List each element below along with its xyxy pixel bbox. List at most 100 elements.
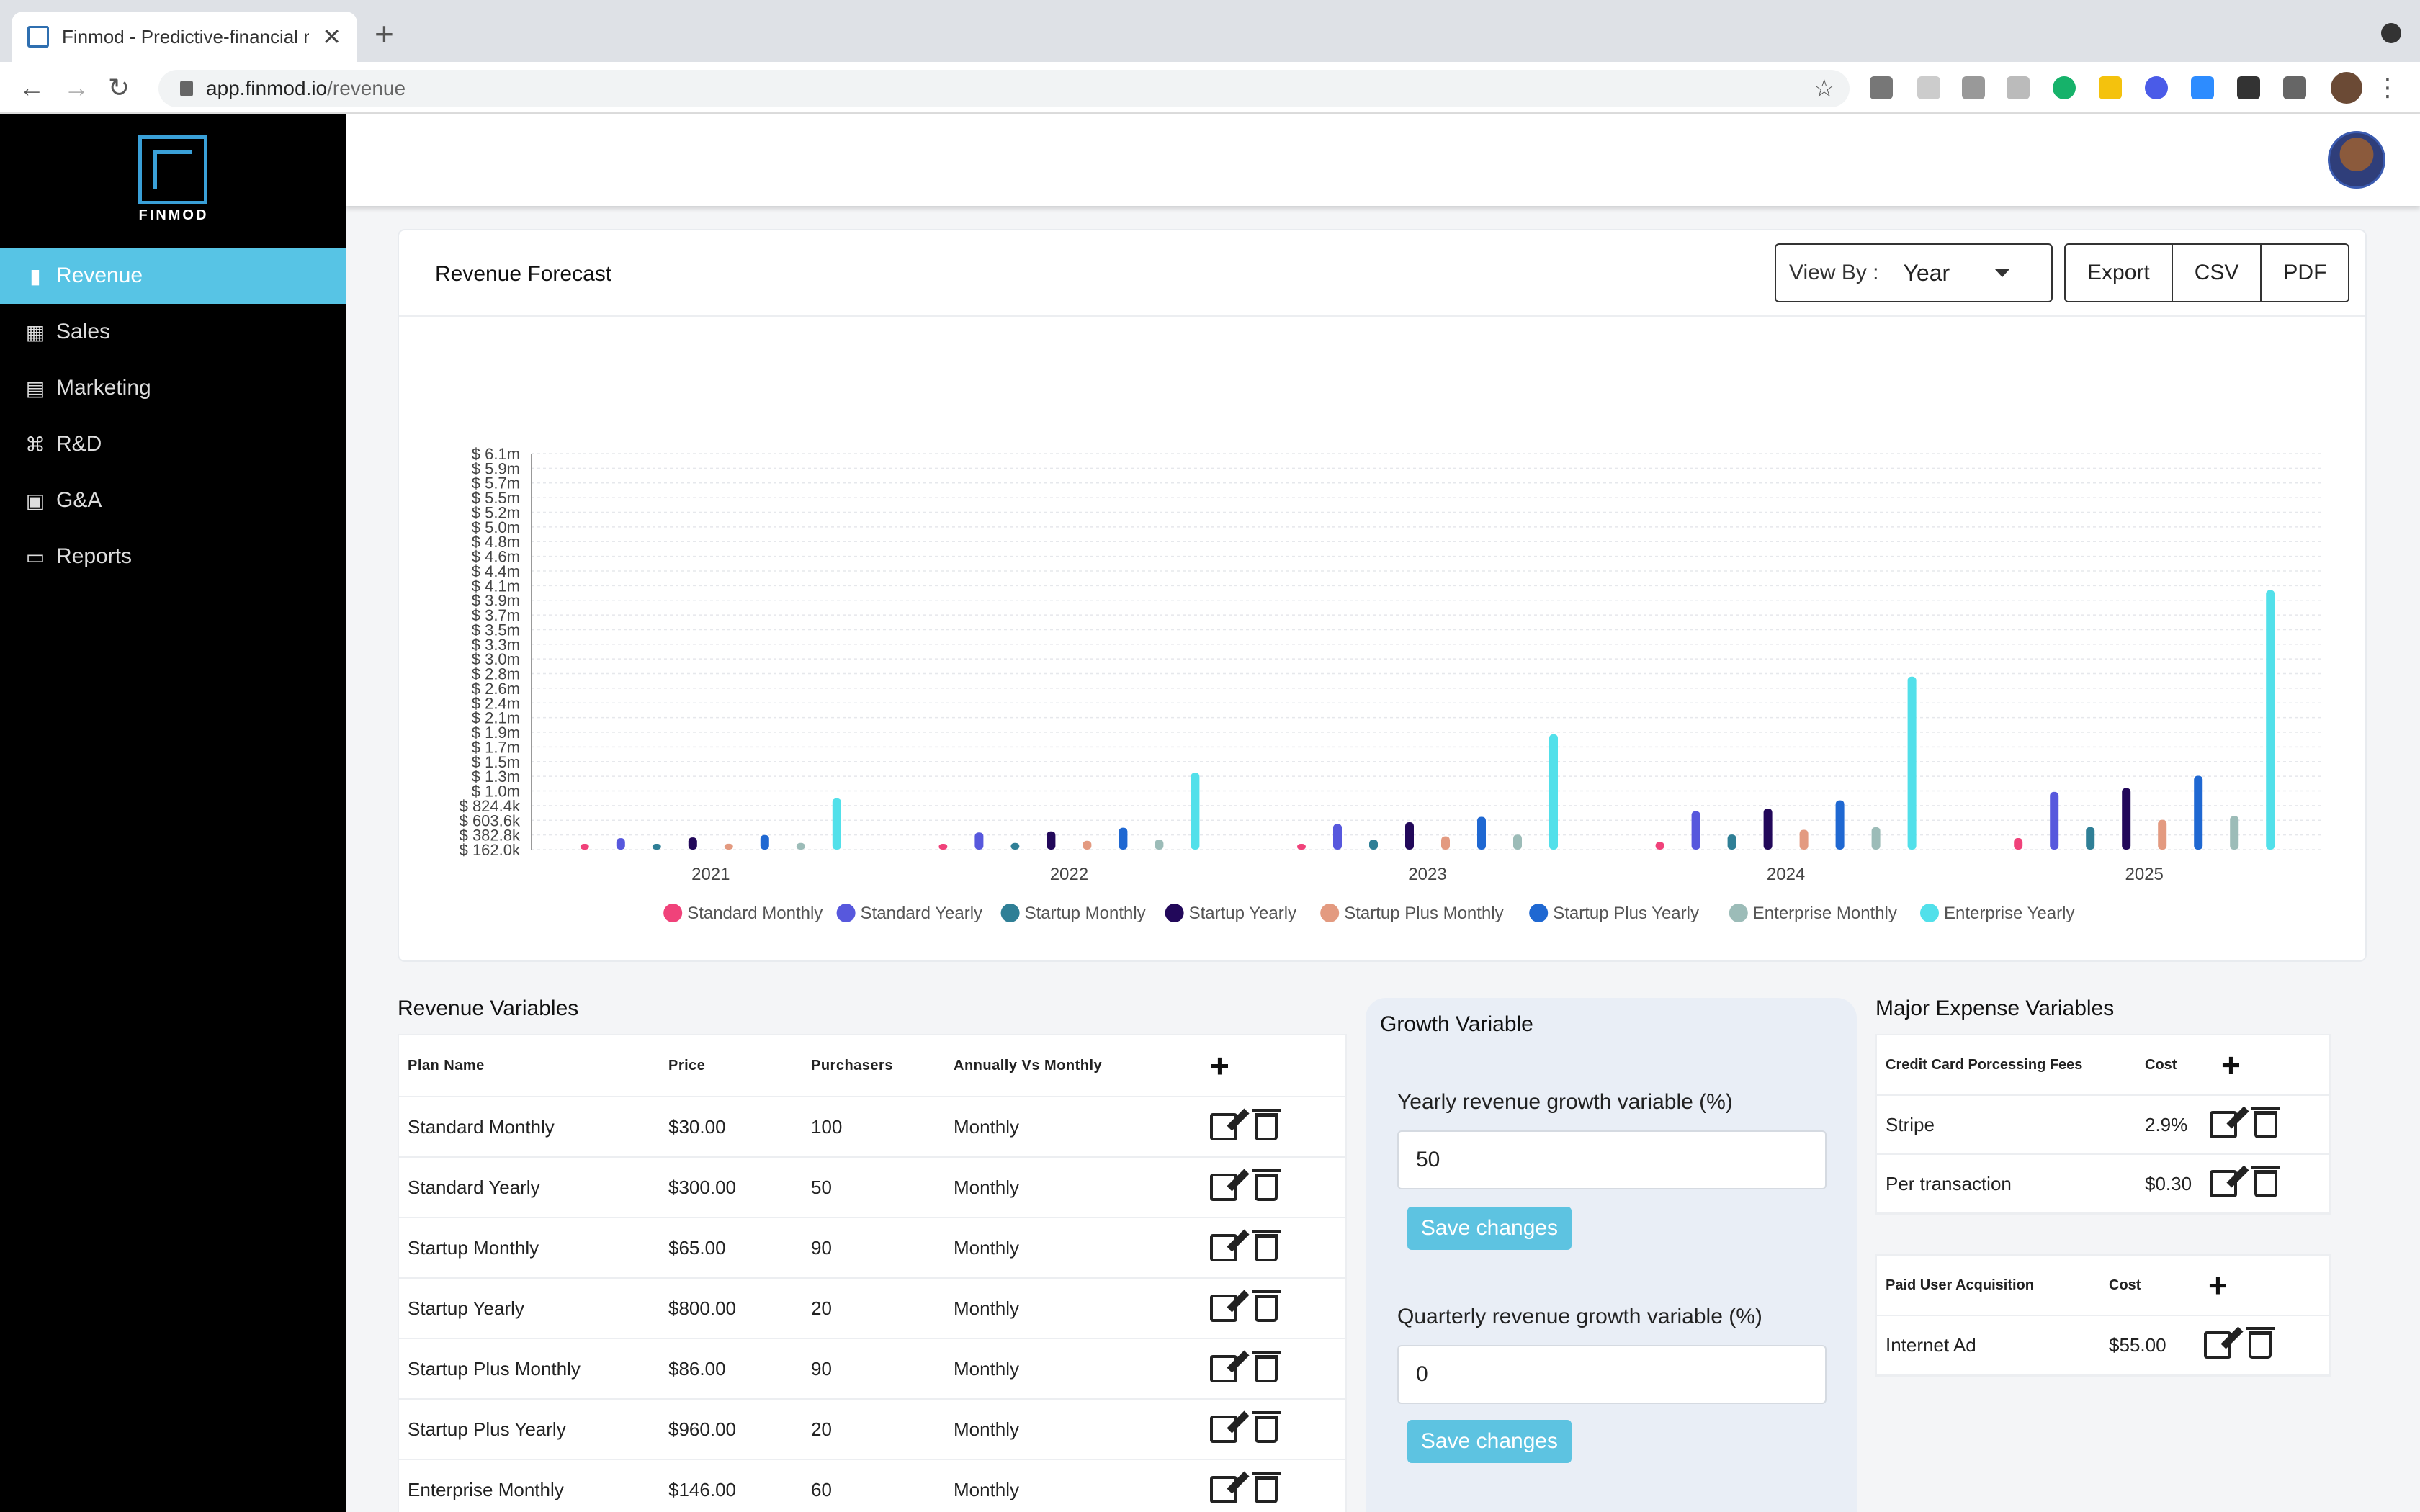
extension-icon[interactable] — [1962, 76, 1985, 99]
sidebar-item-sales[interactable]: ▦ Sales — [0, 304, 346, 360]
extensions-puzzle-icon[interactable] — [2283, 76, 2306, 99]
edit-icon[interactable] — [1210, 1295, 1237, 1322]
forward-icon[interactable]: → — [63, 73, 89, 102]
y-tick-label: $ 382.8k — [460, 827, 521, 845]
top-header — [346, 114, 2420, 206]
col-plan-name: Plan Name — [408, 1057, 485, 1074]
card-title: Revenue Forecast — [435, 262, 612, 286]
extension-icon[interactable] — [1870, 76, 1893, 99]
sidebar-item-label: Sales — [56, 320, 111, 343]
chart-bar — [652, 844, 661, 850]
sales-chart-icon: ▦ — [25, 320, 45, 343]
extension-icon[interactable] — [2007, 76, 2030, 99]
add-plan-icon[interactable]: + — [1210, 1047, 1230, 1084]
y-tick-label: $ 4.1m — [472, 577, 520, 595]
edit-icon[interactable] — [1210, 1113, 1237, 1140]
finmod-logo-icon[interactable] — [138, 135, 207, 204]
fee-name: Stripe — [1886, 1113, 1935, 1135]
trash-icon[interactable] — [1252, 1230, 1281, 1261]
quarterly-growth-label: Quarterly revenue growth variable (%) — [1397, 1305, 1762, 1328]
edit-icon[interactable] — [2210, 1111, 2237, 1138]
chart-bar — [760, 834, 769, 850]
y-tick-label: $ 1.5m — [472, 753, 520, 771]
sidebar-item-reports[interactable]: ▭ Reports — [0, 528, 346, 585]
chart-bar — [688, 837, 697, 850]
trash-icon[interactable] — [1252, 1290, 1281, 1322]
user-avatar[interactable] — [2328, 131, 2385, 189]
chart-bar — [2050, 791, 2059, 850]
extension-icon[interactable] — [2145, 76, 2168, 99]
zoom-icon[interactable] — [2191, 76, 2214, 99]
chart-bar — [1549, 734, 1558, 850]
save-quarterly-button[interactable]: Save changes — [1407, 1420, 1572, 1463]
plan-name: Startup Plus Yearly — [408, 1418, 566, 1440]
tab-close-icon[interactable]: ✕ — [322, 24, 341, 50]
trash-icon[interactable] — [2251, 1166, 2280, 1197]
browser-menu-icon[interactable]: ⋮ — [2375, 74, 2400, 102]
plan-billing: Monthly — [954, 1236, 1020, 1259]
back-icon[interactable]: ← — [19, 73, 45, 102]
chart-bar — [938, 844, 948, 850]
trash-icon[interactable] — [1252, 1472, 1281, 1503]
extension-icon[interactable] — [1917, 76, 1940, 99]
quarterly-growth-input[interactable]: 0 — [1397, 1345, 1827, 1404]
reload-icon[interactable]: ↻ — [108, 73, 130, 102]
chart-bar — [832, 798, 841, 850]
table-body: Standard Monthly $30.00 100 Monthly Standard… — [399, 1097, 1345, 1512]
edit-icon[interactable] — [2204, 1331, 2231, 1359]
trash-icon[interactable] — [1252, 1109, 1281, 1140]
y-tick-label: $ 162.0k — [460, 841, 521, 859]
plan-purchasers: 90 — [811, 1357, 832, 1380]
revenue-variables-title: Revenue Variables — [398, 996, 579, 1020]
plan-price: $86.00 — [668, 1357, 726, 1380]
trash-icon[interactable] — [1252, 1351, 1281, 1382]
chart-bar — [1691, 811, 1700, 850]
trash-icon[interactable] — [2251, 1107, 2280, 1138]
drive-icon[interactable] — [2099, 76, 2122, 99]
extension-icon[interactable] — [2237, 76, 2260, 99]
edit-icon[interactable] — [1210, 1476, 1237, 1503]
y-tick-label: $ 1.0m — [472, 783, 520, 801]
edit-icon[interactable] — [1210, 1355, 1237, 1382]
sidebar-item-rd[interactable]: ⌘ R&D — [0, 416, 346, 472]
add-acquisition-icon[interactable]: + — [2208, 1266, 2228, 1304]
legend-marker — [1729, 904, 1748, 922]
export-button[interactable]: Export — [2066, 245, 2173, 301]
chart-bar — [2194, 775, 2203, 850]
view-by-select[interactable]: View By : Year — [1775, 243, 2053, 302]
csv-button[interactable]: CSV — [2172, 245, 2262, 301]
sidebar-item-marketing[interactable]: ▤ Marketing — [0, 360, 346, 416]
trash-icon[interactable] — [1252, 1411, 1281, 1443]
plan-name: Standard Monthly — [408, 1115, 555, 1138]
trash-icon[interactable] — [1252, 1169, 1281, 1201]
chart-bar — [2266, 590, 2275, 850]
bookmark-star-icon[interactable]: ☆ — [1813, 75, 1835, 102]
browser-profile-avatar[interactable] — [2331, 72, 2362, 104]
trash-icon[interactable] — [2246, 1327, 2275, 1359]
grammarly-icon[interactable] — [2053, 76, 2076, 99]
table-row: Startup Yearly $800.00 20 Monthly — [399, 1279, 1345, 1339]
legend-label: Startup Plus Monthly — [1344, 904, 1503, 923]
browser-tab[interactable]: Finmod - Predictive-financial m ✕ — [12, 12, 357, 62]
legend-marker — [1920, 904, 1939, 922]
sidebar-item-ga[interactable]: ▣ G&A — [0, 472, 346, 528]
sidebar-item-revenue[interactable]: ▮ Revenue — [0, 248, 346, 304]
pdf-button[interactable]: PDF — [2262, 245, 2349, 301]
plan-billing: Monthly — [954, 1418, 1020, 1440]
address-bar[interactable]: app.finmod.io/revenue ☆ — [158, 70, 1850, 107]
save-yearly-button[interactable]: Save changes — [1407, 1207, 1572, 1250]
add-cc-fee-icon[interactable]: + — [2221, 1046, 2241, 1084]
command-icon: ⌘ — [25, 433, 45, 456]
y-tick-label: $ 3.5m — [472, 621, 520, 639]
edit-icon[interactable] — [1210, 1174, 1237, 1201]
revenue-bar-chart: $ 162.0k$ 382.8k$ 603.6k$ 824.4k$ 1.0m$ … — [460, 445, 2323, 923]
legend-label: Enterprise Monthly — [1753, 904, 1897, 923]
edit-icon[interactable] — [1210, 1416, 1237, 1443]
table-header: Paid User Acquisition Cost + — [1877, 1256, 2329, 1316]
finmod-favicon-icon — [27, 26, 49, 48]
new-tab-icon[interactable]: + — [375, 15, 394, 53]
edit-icon[interactable] — [2210, 1170, 2237, 1197]
tab-search-icon[interactable] — [2381, 23, 2401, 43]
yearly-growth-input[interactable]: 50 — [1397, 1130, 1827, 1189]
edit-icon[interactable] — [1210, 1234, 1237, 1261]
